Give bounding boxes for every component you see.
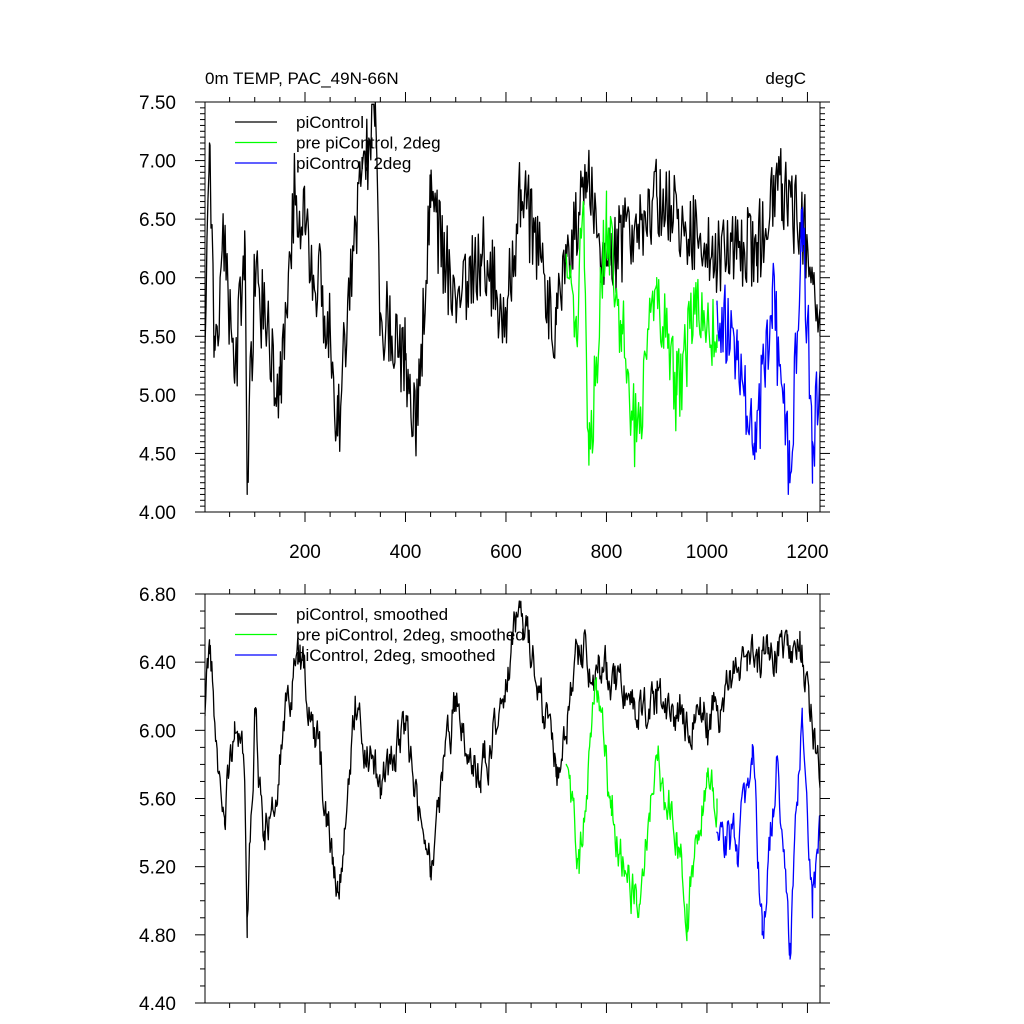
- y-tick-label: 4.40: [139, 994, 176, 1015]
- series-line-3: [716, 206, 820, 496]
- y-tick-label: 6.50: [139, 210, 176, 231]
- series-line-2: [565, 190, 718, 468]
- series-line-1: [205, 600, 820, 939]
- y-tick-label: 6.80: [139, 585, 176, 606]
- units-label: degC: [765, 69, 806, 88]
- chart-title: 0m TEMP, PAC_49N-66N: [205, 69, 399, 88]
- x-tick-label: 400: [390, 542, 422, 563]
- legend-label: pre piControl, 2deg, smoothed: [296, 626, 525, 645]
- x-ticks: [229, 584, 808, 1013]
- y-tick-label: 5.60: [139, 790, 176, 811]
- bottom-panel: 4.40 4.80 5.20 5.60 6.00 6.40 6.80 piControl, s…: [139, 584, 830, 1015]
- y-tick-label: 5.50: [139, 327, 176, 348]
- series-line-1: [205, 102, 820, 496]
- legend-label: pre piControl, 2deg: [296, 134, 441, 153]
- top-panel: 200 400 600 800 1000 1200 4.00 4.50 5.00 5.50 6.00…: [139, 69, 830, 563]
- y-tick-label: 4.50: [139, 444, 176, 465]
- x-tick-label: 200: [289, 542, 321, 563]
- plot-area: [205, 102, 820, 496]
- y-ticks: [195, 593, 830, 1004]
- x-tick-label: 600: [490, 542, 522, 563]
- y-tick-label: 5.00: [139, 386, 176, 407]
- y-tick-label: 4.80: [139, 926, 176, 947]
- y-tick-label: 5.20: [139, 858, 176, 879]
- y-tick-label: 6.00: [139, 269, 176, 290]
- x-ticks: [229, 92, 808, 522]
- x-tick-label: 1000: [686, 542, 728, 563]
- legend: piControl, smoothed pre piControl, 2deg, …: [235, 605, 525, 665]
- legend-label: piControl, 2deg: [296, 154, 411, 173]
- x-tick-label: 1200: [786, 542, 828, 563]
- y-tick-label: 6.40: [139, 653, 176, 674]
- legend-label: piControl, 2deg, smoothed: [296, 646, 495, 665]
- series-line-3: [716, 707, 820, 960]
- y-ticks: [195, 101, 830, 513]
- x-tick-label: 800: [591, 542, 623, 563]
- y-tick-label: 6.00: [139, 721, 176, 742]
- legend-label: piControl: [296, 113, 364, 132]
- legend-label: piControl, smoothed: [296, 605, 448, 624]
- y-tick-label: 7.50: [139, 93, 176, 114]
- plot-area: [205, 600, 820, 960]
- series-line-2: [565, 677, 718, 942]
- y-tick-label: 7.00: [139, 152, 176, 173]
- y-tick-label: 4.00: [139, 503, 176, 524]
